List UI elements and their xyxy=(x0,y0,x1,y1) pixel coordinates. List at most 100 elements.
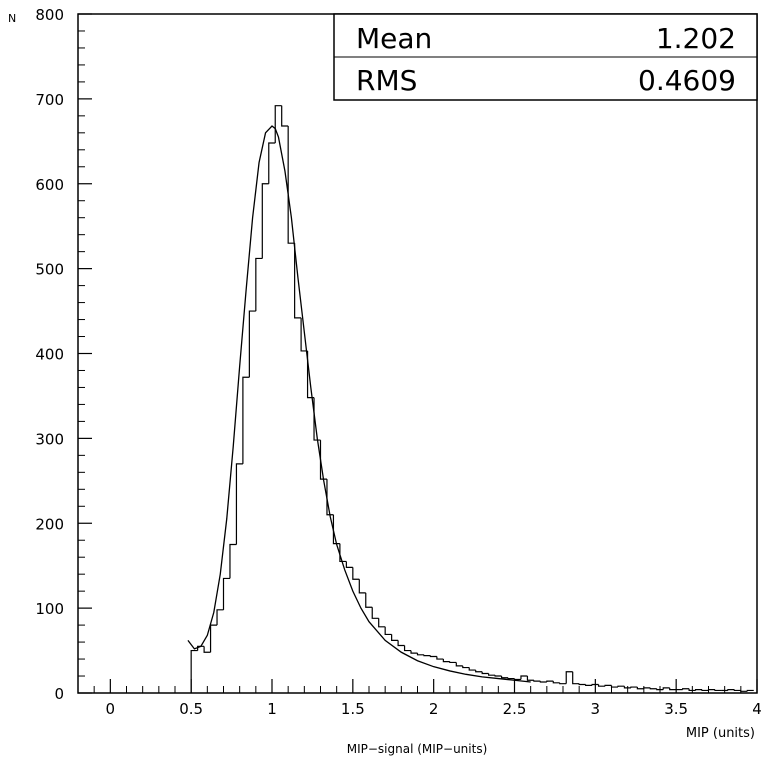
plot-frame xyxy=(77,13,758,694)
stats-mean-label: Mean xyxy=(356,22,432,55)
histogram-bin xyxy=(410,650,418,654)
histogram-bin xyxy=(197,645,205,651)
y-tick-label: 700 xyxy=(35,91,64,109)
histogram-bin xyxy=(423,654,431,657)
histogram-bin xyxy=(352,567,360,580)
y-tick-label: 400 xyxy=(35,346,64,364)
x-tick-label: 0.5 xyxy=(179,700,203,718)
histogram-bin xyxy=(332,514,340,545)
histogram-bin xyxy=(365,592,373,608)
histogram-bin xyxy=(694,689,703,691)
histogram-bin xyxy=(287,126,295,244)
histogram-bin xyxy=(209,624,218,653)
histogram-bin xyxy=(455,662,463,667)
histogram-bin xyxy=(242,376,250,464)
histogram-bin xyxy=(274,105,282,144)
histogram-bin xyxy=(294,243,302,319)
histogram-bin xyxy=(429,655,437,658)
histogram-bin xyxy=(436,656,444,660)
histogram-bin xyxy=(662,687,670,690)
histogram-bin xyxy=(746,689,754,692)
histogram-bin xyxy=(623,686,631,689)
histogram-bin xyxy=(384,626,392,636)
histogram-bin xyxy=(565,671,573,684)
y-axis-label: N xyxy=(8,12,16,25)
histogram-series xyxy=(190,105,754,693)
histogram-bin xyxy=(656,688,664,691)
histogram-bin xyxy=(326,479,334,516)
histogram-bin xyxy=(643,687,651,689)
histogram-bin xyxy=(462,665,470,669)
histogram-bin xyxy=(552,681,560,684)
x-tick-label: 1 xyxy=(267,700,277,718)
histogram-bin xyxy=(255,257,263,312)
y-tick-label: 100 xyxy=(35,600,64,618)
histogram-bin xyxy=(216,609,224,626)
x-tick-label: 4 xyxy=(752,700,761,718)
histogram-bin xyxy=(319,440,327,480)
histogram-bin xyxy=(378,618,386,628)
histogram-bin xyxy=(300,317,308,352)
histogram-bin xyxy=(345,561,353,568)
histogram-bin xyxy=(539,681,547,683)
stats-box: Mean 1.202 RMS 0.4609 xyxy=(333,13,758,101)
plot-area xyxy=(77,13,758,694)
histogram-bin xyxy=(222,577,230,610)
histogram-bin xyxy=(190,649,198,693)
histogram-bin xyxy=(248,310,256,378)
histogram-bin xyxy=(494,675,502,677)
x-tick-label: 2.5 xyxy=(503,700,527,718)
histogram-bin xyxy=(481,671,489,675)
histogram-bin xyxy=(740,690,748,692)
x-tick-label: 2 xyxy=(429,700,439,718)
fit-curve-series xyxy=(187,125,531,683)
histogram-bin xyxy=(701,689,709,692)
histogram-bin xyxy=(229,543,237,579)
histogram-bin xyxy=(203,646,211,653)
histogram-bin xyxy=(261,183,269,259)
histogram-bin xyxy=(358,579,366,594)
histogram-bin xyxy=(597,684,606,687)
histogram-bin xyxy=(604,684,612,687)
histogram-bin xyxy=(235,463,243,545)
histogram-bin xyxy=(507,677,515,680)
histogram-bin xyxy=(669,687,677,691)
histogram-bin xyxy=(268,142,276,184)
stats-rms-label: RMS xyxy=(356,64,417,97)
y-tick-label: 600 xyxy=(35,176,64,194)
histogram-bin xyxy=(636,687,644,690)
y-axis: 0 100 200 300 400 500 600 700 800 xyxy=(35,6,92,703)
histogram-bin xyxy=(585,684,593,686)
histogram-bin xyxy=(617,685,625,688)
histogram-bin xyxy=(281,105,289,127)
histogram-bin xyxy=(403,645,412,652)
x-tick-label: 3.5 xyxy=(664,700,688,718)
histogram-bin xyxy=(682,688,690,690)
x-tick-label: 3 xyxy=(591,700,601,718)
histogram-bin xyxy=(572,671,580,685)
y-tick-label: 500 xyxy=(35,261,64,279)
histogram-bin xyxy=(442,659,450,663)
histogram-bin xyxy=(371,607,379,619)
histogram-bin xyxy=(533,680,541,682)
x-axis-label: MIP (units) xyxy=(686,726,755,741)
histogram-bin xyxy=(578,683,586,686)
histogram-bin xyxy=(727,689,735,691)
chart-caption: MIP−signal (MIP−units) xyxy=(347,742,488,756)
y-tick-label: 200 xyxy=(35,515,64,533)
histogram-bin xyxy=(559,682,567,685)
histogram-bin xyxy=(630,686,638,688)
histogram-bin xyxy=(649,687,657,690)
histogram-bin xyxy=(391,634,399,641)
histogram-bin xyxy=(475,670,483,673)
x-axis: 0 0.5 1 1.5 2 2.5 3 3.5 4 xyxy=(93,679,761,718)
histogram-bin xyxy=(416,653,424,656)
histogram-bin xyxy=(591,683,599,686)
histogram-bin xyxy=(526,676,534,681)
stats-mean-value: 1.202 xyxy=(656,22,736,55)
histogram-bin xyxy=(714,689,722,692)
histogram-bin xyxy=(688,688,696,692)
histogram-bin xyxy=(733,689,741,692)
x-tick-label: 1.5 xyxy=(341,700,365,718)
